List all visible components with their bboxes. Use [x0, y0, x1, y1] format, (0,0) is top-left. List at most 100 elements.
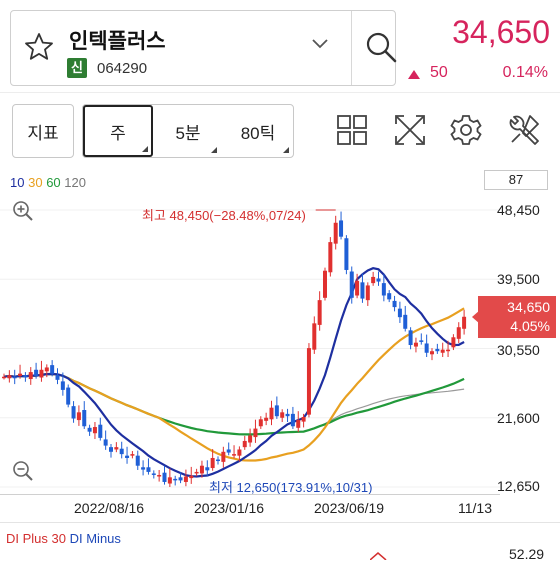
candle: [199, 465, 204, 474]
candle: [167, 477, 172, 484]
candle: [194, 471, 199, 474]
expand-icon[interactable]: [392, 112, 428, 148]
candle: [135, 455, 140, 466]
ma-120-label: 120: [64, 175, 86, 190]
candle: [146, 467, 151, 472]
corner-indicator-icon: [211, 147, 217, 153]
candle: [183, 476, 188, 482]
candle: [419, 340, 424, 342]
candle: [39, 369, 44, 378]
x-tick-label: 2023/01/16: [194, 500, 265, 516]
candle: [157, 475, 162, 477]
star-icon[interactable]: [23, 31, 55, 63]
chevron-down-icon[interactable]: [311, 37, 329, 51]
zoom-out-icon[interactable]: [12, 460, 34, 482]
candle: [446, 349, 451, 352]
corner-indicator-icon: [142, 146, 148, 152]
period-80tick-button[interactable]: 80틱: [223, 105, 293, 157]
candle: [264, 417, 269, 421]
candle: [226, 449, 231, 453]
indicator-legend: DI Plus 30 DI Minus: [6, 531, 121, 546]
candle: [296, 420, 301, 428]
period-5min-button[interactable]: 5분: [155, 105, 221, 157]
period-selector: 주 5분 80틱: [82, 104, 294, 158]
y-tick-label: 21,600: [497, 410, 540, 426]
candle: [44, 367, 49, 372]
candle: [301, 416, 306, 422]
candle: [253, 428, 258, 438]
period-weekly-label: 주: [110, 123, 126, 143]
candle: [258, 419, 263, 427]
indicator-value: 52.29: [509, 546, 545, 562]
candle: [451, 337, 456, 348]
candle: [71, 406, 76, 419]
candle: [114, 447, 119, 450]
candle: [328, 242, 333, 273]
candle: [365, 285, 370, 301]
y-tick-label: 30,550: [497, 342, 540, 358]
candle: [210, 457, 215, 469]
candle: [285, 413, 290, 417]
di-minus-label: DI Minus: [69, 531, 121, 546]
candle: [371, 276, 376, 284]
candle: [55, 375, 60, 380]
candle-count-box[interactable]: 87: [484, 170, 548, 190]
candle: [237, 449, 242, 456]
candle: [82, 410, 87, 427]
candle: [76, 412, 81, 421]
candle: [323, 270, 327, 298]
ma-30-line: [3, 307, 465, 462]
price-tag-pointer-icon: [472, 310, 480, 324]
candle: [403, 314, 408, 329]
period-80tick-label: 80틱: [240, 123, 276, 143]
candle: [392, 300, 397, 308]
candle: [344, 238, 349, 270]
candle: [87, 427, 92, 432]
candle: [189, 475, 194, 479]
candle: [141, 467, 146, 470]
y-tick-label: 12,650: [497, 478, 540, 494]
candle: [109, 447, 113, 452]
candle: [306, 348, 311, 415]
y-tick-label: 39,500: [497, 271, 540, 287]
candle: [339, 220, 344, 237]
candle: [119, 448, 124, 455]
stock-search-box[interactable]: 인텍플러스 신 064290: [10, 10, 399, 86]
indicator-button[interactable]: 지표: [12, 104, 74, 158]
candle: [349, 271, 354, 298]
price-change-percent: 0.14%: [502, 64, 548, 81]
ma-10-label: 10: [10, 175, 25, 190]
candle: [376, 278, 381, 282]
zoom-in-icon[interactable]: [12, 200, 34, 222]
up-arrow-icon: [408, 70, 420, 79]
candle: [221, 451, 226, 462]
candle: [248, 435, 253, 443]
corner-indicator-icon: [283, 147, 289, 153]
candle: [232, 454, 237, 456]
current-price-tag-percent: 4.05%: [510, 318, 550, 334]
stock-name: 인텍플러스: [69, 30, 166, 53]
candle: [103, 439, 108, 446]
moving-average-legend: 10 30 60 120: [10, 175, 86, 190]
search-icon[interactable]: [363, 29, 399, 65]
price-chart[interactable]: [0, 190, 500, 520]
period-weekly-button[interactable]: 주: [83, 105, 153, 157]
candle: [162, 472, 167, 482]
grid-layout-icon[interactable]: [334, 112, 370, 148]
settings-icon[interactable]: [448, 112, 484, 148]
candle: [387, 293, 392, 300]
candle: [440, 349, 445, 353]
current-price-tag-value: 34,650: [507, 299, 550, 315]
candle: [333, 222, 338, 244]
low-price-annotation: 최저 12,650(173.91%,10/31): [209, 480, 373, 495]
candle: [413, 342, 418, 347]
candle: [462, 316, 467, 329]
tools-icon[interactable]: [506, 112, 542, 148]
candle: [424, 343, 429, 353]
candle: [130, 454, 135, 456]
candle: [178, 477, 183, 481]
candle: [7, 375, 12, 379]
candle: [456, 327, 461, 339]
di-plus-label: DI Plus 30: [6, 531, 66, 546]
candle: [216, 459, 220, 462]
